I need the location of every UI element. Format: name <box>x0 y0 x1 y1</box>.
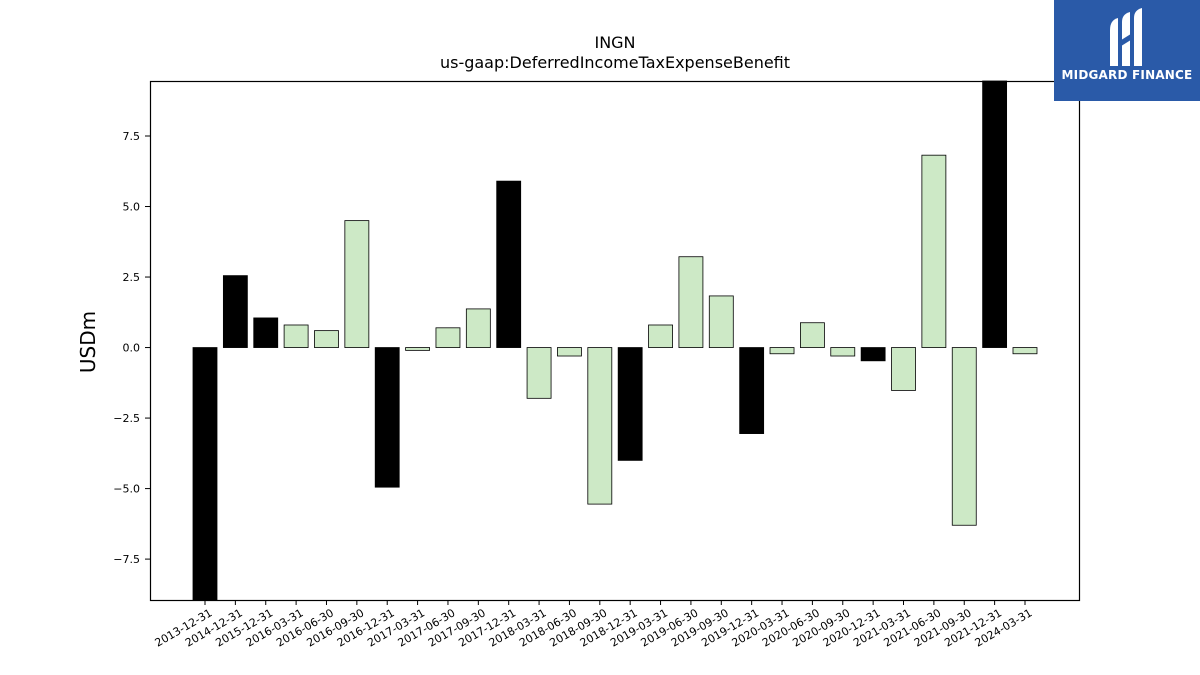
bar-2015-12-31 <box>253 317 279 348</box>
bar-2014-12-31 <box>222 275 248 348</box>
bar-2019-09-30 <box>708 295 734 348</box>
bar-2018-06-30 <box>557 347 582 357</box>
bar-2020-12-31 <box>860 347 886 362</box>
bar-2016-12-31 <box>374 347 400 488</box>
bar-2020-09-30 <box>830 347 856 357</box>
y-tick-label: 0.0 <box>123 342 141 355</box>
bar-2021-06-30 <box>921 154 947 348</box>
bar-2017-03-31 <box>405 347 430 351</box>
chart-title: INGN <box>594 33 635 52</box>
bar-2016-03-31 <box>283 324 309 348</box>
midgard-m-icon <box>1110 8 1142 66</box>
y-axis-ticks: −7.5 −5.0 −2.5 0.0 2.5 5.0 7.5 <box>113 130 150 566</box>
bars-group <box>192 80 1038 601</box>
midgard-finance-logo: MIDGARD FINANCE <box>1054 0 1200 101</box>
bar-2018-09-30 <box>587 347 613 505</box>
plot-frame <box>149 80 1081 602</box>
bar-2016-09-30 <box>344 220 370 348</box>
y-tick-label: 2.5 <box>123 271 141 284</box>
y-tick-label: 7.5 <box>123 130 141 143</box>
bar-2024-03-31 <box>1012 347 1038 355</box>
bar-2019-06-30 <box>678 256 704 348</box>
bar-2021-03-31 <box>891 347 916 391</box>
bar-2020-03-31 <box>769 347 795 355</box>
bar-2019-03-31 <box>648 324 673 348</box>
chart-subtitle: us-gaap:DeferredIncomeTaxExpenseBenefit <box>440 53 790 72</box>
y-tick-label: −7.5 <box>113 553 140 566</box>
y-tick-label: 5.0 <box>123 201 141 214</box>
bar-2018-12-31 <box>617 347 643 461</box>
y-axis-label: USDm <box>76 311 100 373</box>
y-tick-label: −5.0 <box>113 483 140 496</box>
bar-2017-12-31 <box>496 180 522 348</box>
bar-2017-06-30 <box>435 327 461 348</box>
logo-brand-text: MIDGARD FINANCE <box>1061 68 1193 82</box>
bar-2020-06-30 <box>800 322 825 348</box>
x-axis-ticks: 2013-12-312014-12-312015-12-312016-03-31… <box>153 600 1034 650</box>
bar-2021-09-30 <box>951 347 977 526</box>
bar-2018-03-31 <box>526 347 552 399</box>
bar-2017-09-30 <box>465 308 491 348</box>
bar-2021-12-31 <box>982 80 1008 348</box>
bar-2013-12-31 <box>192 347 218 601</box>
y-tick-label: −2.5 <box>113 412 140 425</box>
bar-2016-06-30 <box>314 330 339 348</box>
bar-2019-12-31 <box>739 347 765 434</box>
